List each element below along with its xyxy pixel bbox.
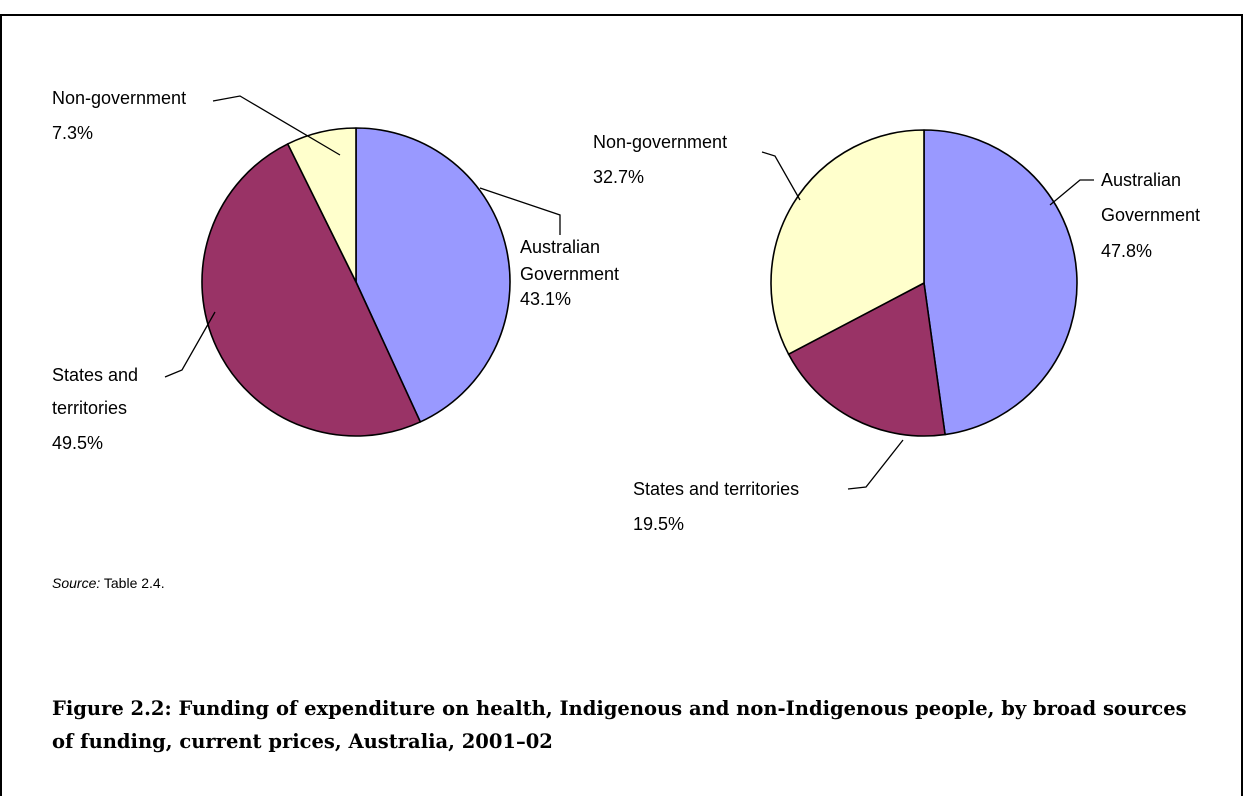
label-left-australian-government-pct: 43.1% xyxy=(520,289,571,309)
leader-right-states xyxy=(847,439,904,490)
pie-slice-left-non-government xyxy=(286,127,357,283)
figure-frame xyxy=(0,14,1243,796)
leader-right-non-government xyxy=(761,151,801,201)
pie-slice-right-australian-government xyxy=(923,129,1078,436)
label-left-states-1: States and xyxy=(52,365,138,385)
label-right-australian-government-pct: 47.8% xyxy=(1101,241,1152,261)
source-note: Source: Table 2.4. xyxy=(52,575,165,591)
pie-slice-left-states-and-territories xyxy=(201,143,422,437)
pie-chart-right xyxy=(770,129,1078,437)
pie-charts: Non-government 7.3% Australian Governmen… xyxy=(52,88,1200,534)
leader-left-australian-government xyxy=(479,187,561,235)
label-left-australian-government-1: Australian xyxy=(520,237,600,257)
label-left-states-2: territories xyxy=(52,398,127,418)
pie-slice-left-australian-government xyxy=(355,127,511,423)
label-left-non-government-pct: 7.3% xyxy=(52,123,93,143)
label-left-non-government: Non-government xyxy=(52,88,186,108)
leader-left-non-government xyxy=(212,95,341,156)
leader-left-states xyxy=(164,311,216,378)
label-right-states-pct: 19.5% xyxy=(633,514,684,534)
leader-right-australian-government xyxy=(1049,179,1094,206)
label-left-states-pct: 49.5% xyxy=(52,433,103,453)
pie-slice-right-non-government xyxy=(770,129,925,355)
pie-chart-left xyxy=(201,127,511,437)
label-right-non-government-pct: 32.7% xyxy=(593,167,644,187)
label-right-australian-government-2: Government xyxy=(1101,205,1200,225)
pie-slice-right-states-and-territories xyxy=(787,282,946,437)
label-left-australian-government-2: Government xyxy=(520,264,619,284)
figure-caption: Figure 2.2: Funding of expenditure on he… xyxy=(52,697,1187,753)
label-right-non-government: Non-government xyxy=(593,132,727,152)
label-right-states: States and territories xyxy=(633,479,799,499)
label-right-australian-government-1: Australian xyxy=(1101,170,1181,190)
